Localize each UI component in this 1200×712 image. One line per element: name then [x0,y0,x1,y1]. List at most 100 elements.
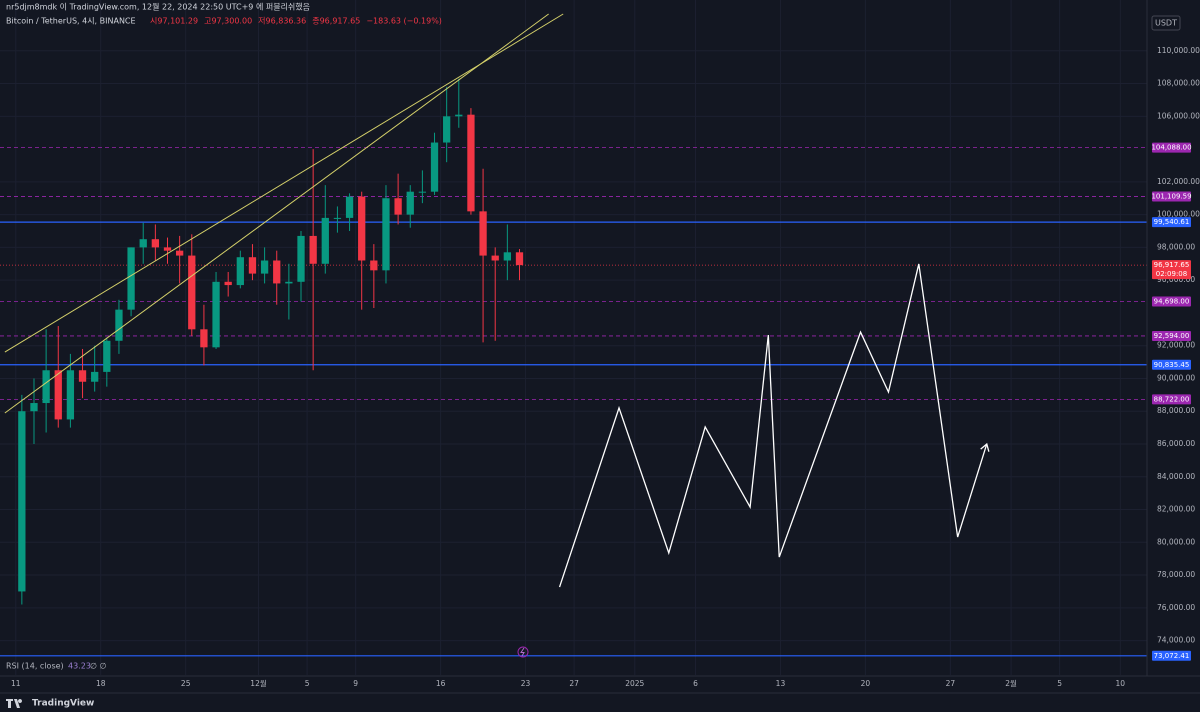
y-tick-label: 98,000.00 [1157,242,1195,251]
ohlc-value: 고97,300.00 [204,17,252,26]
candle-body [163,247,172,251]
candle-body [273,260,281,284]
price-level-label: 88,722.00 [1154,395,1190,403]
y-tick-label: 102,000.00 [1157,177,1200,186]
candle-body [188,255,196,330]
trendline [4,13,549,414]
candle-body [236,257,244,286]
x-tick-label: 5 [305,679,310,688]
currency: USDT [1155,19,1177,28]
rsi-value: 43.23 [68,662,91,671]
y-tick-label: 90,000.00 [1157,373,1195,382]
x-tick-label: 13 [776,679,786,688]
y-tick-label: 92,000.00 [1157,341,1195,350]
candle-body [333,217,342,219]
candle-body [430,142,439,192]
price-level-tag [1152,359,1191,370]
x-tick-label: 18 [96,679,106,688]
published-note: nr5djm8mdk 이 TradingView.com, 12월 22, 20… [6,2,310,12]
ohlc-value: 시97,101.29 [150,17,198,26]
y-tick-label: 96,000.00 [1157,275,1195,284]
price-level-tag [1152,330,1191,341]
candle-body [491,255,499,261]
candle-body [297,235,305,282]
candle-body [18,411,26,592]
event-icon-bolt [520,647,525,657]
y-tick-label: 82,000.00 [1157,505,1195,514]
ohlc-value: 종96,917.65 [312,17,360,26]
candle-body [54,370,62,420]
y-tick-label: 106,000.00 [1157,111,1200,120]
x-tick-label: 12월 [250,678,267,688]
candle-body [479,211,487,256]
price-level-label: 99,540.61 [1154,218,1190,226]
candle-body [78,370,87,382]
candle-body [200,329,208,348]
countdown: 02:09:08 [1156,270,1187,278]
price-level-tag [1152,650,1191,661]
x-tick-label: 2월 [1005,678,1017,688]
y-tick-label: 80,000.00 [1157,537,1195,546]
candle-body [103,340,111,372]
x-tick-label: 25 [181,679,191,688]
candle-body [248,257,257,274]
brand-logo [6,699,23,708]
price-level-label: 73,072.41 [1154,652,1190,660]
candle-body [212,281,220,348]
price-level-label: 92,594.00 [1154,332,1190,340]
candle-body [503,252,511,261]
trendline [4,13,564,353]
candle-body [66,370,75,420]
candle-body [443,116,451,143]
price-level-label: 104,088.00 [1151,144,1191,152]
candle-body [406,191,414,215]
rsi-extra: ∅ ∅ [90,662,107,671]
candle-body [455,114,463,117]
candle-body [394,198,402,215]
x-tick-label: 16 [436,679,446,688]
candle-body [115,309,123,341]
x-tick-label: 6 [693,679,698,688]
candle-body [30,403,38,412]
candle-body [285,281,293,284]
y-tick-label: 76,000.00 [1157,603,1195,612]
rsi-label: RSI (14, close) [6,662,64,671]
brand: TradingView [32,699,94,709]
price-level-label: 96,917.65 [1154,261,1190,269]
currency-box[interactable] [1151,15,1181,31]
price-level-tag [1152,260,1191,280]
candle-body [151,239,160,248]
candle-body [345,196,354,218]
x-tick-label: 9 [353,679,358,688]
candle-body [260,260,269,274]
y-tick-label: 86,000.00 [1157,439,1195,448]
candle-body [224,281,232,286]
x-tick-label: 10 [1116,679,1126,688]
y-tick-label: 88,000.00 [1157,406,1195,415]
event-icon[interactable] [517,646,529,658]
y-tick-label: 100,000.00 [1157,210,1200,219]
y-tick-label: 78,000.00 [1157,570,1195,579]
candle-body [467,114,475,212]
y-tick-label: 74,000.00 [1157,636,1195,645]
ohlc-value: 저96,836.36 [258,17,306,26]
x-tick-label: 11 [11,679,21,688]
y-tick-label: 110,000.00 [1157,46,1200,55]
x-tick-label: 23 [521,679,531,688]
x-tick-label: 27 [946,679,956,688]
candle-body [127,247,135,310]
candle-body [91,371,99,382]
candle-body [309,235,317,264]
price-level-tag [1152,191,1191,202]
candle-body [382,198,390,271]
x-tick-label: 5 [1057,679,1062,688]
projection-arrow [980,442,990,452]
candle-body [418,191,427,193]
candle-body [515,252,524,266]
price-level-label: 94,698.00 [1154,297,1190,305]
ohlc-value: −183.63 (−0.19%) [366,17,442,26]
price-level-tag [1152,394,1191,405]
